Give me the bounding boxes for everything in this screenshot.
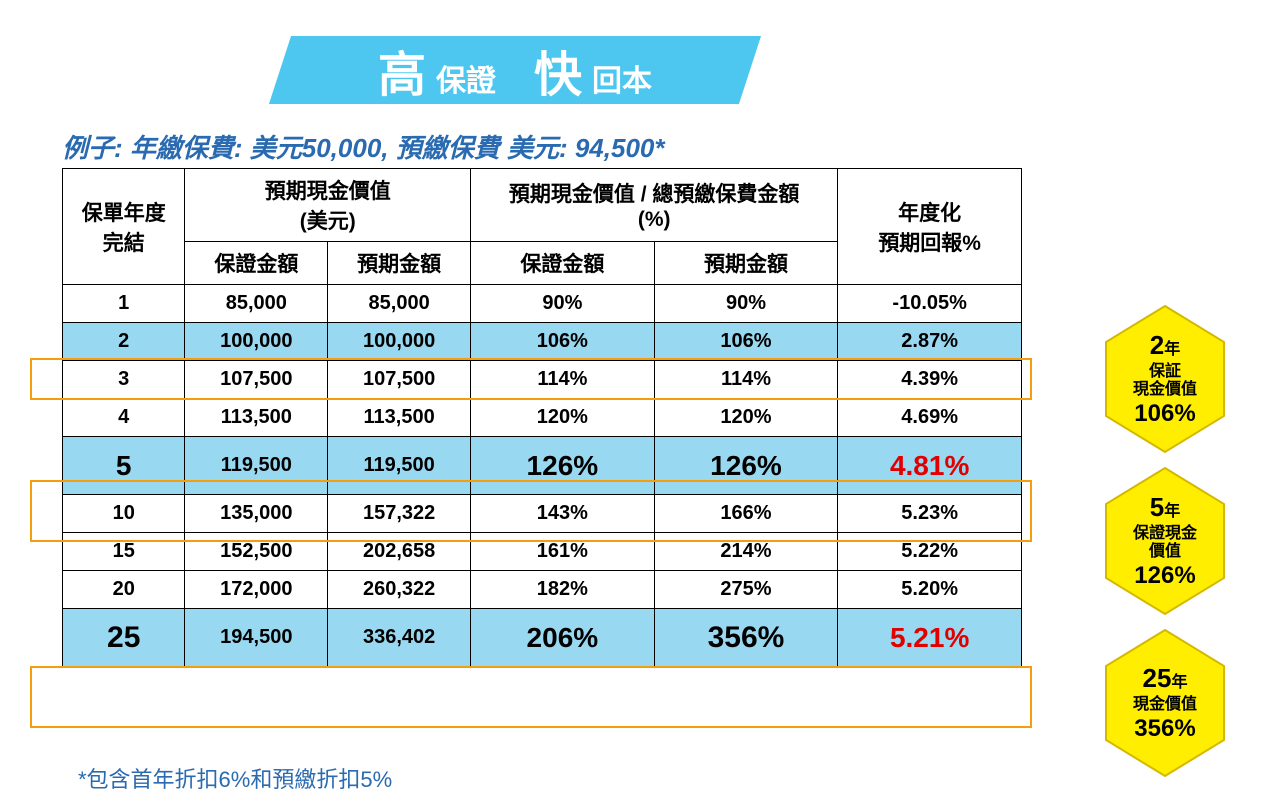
table-cell: 5.20% bbox=[838, 571, 1022, 609]
table-cell: 25 bbox=[63, 609, 185, 667]
table-cell: 202,658 bbox=[328, 533, 471, 571]
table-cell: 4.69% bbox=[838, 399, 1022, 437]
table-cell: 90% bbox=[471, 285, 655, 323]
table-cell: 85,000 bbox=[185, 285, 328, 323]
th-expected-amount-1: 預期金額 bbox=[328, 242, 471, 285]
th-guaranteed-amount-1: 保證金額 bbox=[185, 242, 328, 285]
table-cell: 126% bbox=[654, 437, 838, 495]
table-cell: 275% bbox=[654, 571, 838, 609]
row-highlight-outline bbox=[30, 666, 1032, 728]
table-cell: 5.22% bbox=[838, 533, 1022, 571]
hexagon-text: 25年現金價值356% bbox=[1098, 626, 1232, 780]
title-banner-text: 高 保證 快 回本 bbox=[378, 35, 652, 105]
table-cell: 152,500 bbox=[185, 533, 328, 571]
banner-word-1-small: 保證 bbox=[436, 56, 496, 100]
table-cell: 135,000 bbox=[185, 495, 328, 533]
table-cell: 107,500 bbox=[185, 361, 328, 399]
table-cell: 114% bbox=[654, 361, 838, 399]
banner-word-2-small: 回本 bbox=[592, 56, 652, 100]
callout-hexagon: 2年保証 現金價值106% bbox=[1098, 302, 1232, 456]
data-table-wrap: 保單年度 完結 預期現金價值 (美元) 預期現金價值 / 總預繳保費金額 (%)… bbox=[62, 168, 1022, 667]
table-cell: 2.87% bbox=[838, 323, 1022, 361]
table-cell: 4.81% bbox=[838, 437, 1022, 495]
table-cell: 119,500 bbox=[328, 437, 471, 495]
th-guaranteed-amount-2: 保證金額 bbox=[471, 242, 655, 285]
table-cell: 356% bbox=[654, 609, 838, 667]
table-cell: -10.05% bbox=[838, 285, 1022, 323]
table-cell: 1 bbox=[63, 285, 185, 323]
th-policy-year: 保單年度 完結 bbox=[63, 169, 185, 285]
table-cell: 4.39% bbox=[838, 361, 1022, 399]
table-row: 5119,500119,500126%126%4.81% bbox=[63, 437, 1022, 495]
table-cell: 5.23% bbox=[838, 495, 1022, 533]
data-table: 保單年度 完結 預期現金價值 (美元) 預期現金價值 / 總預繳保費金額 (%)… bbox=[62, 168, 1022, 667]
table-cell: 100,000 bbox=[185, 323, 328, 361]
table-cell: 194,500 bbox=[185, 609, 328, 667]
table-cell: 113,500 bbox=[328, 399, 471, 437]
table-cell: 106% bbox=[654, 323, 838, 361]
table-cell: 126% bbox=[471, 437, 655, 495]
table-cell: 119,500 bbox=[185, 437, 328, 495]
table-cell: 120% bbox=[471, 399, 655, 437]
table-cell: 3 bbox=[63, 361, 185, 399]
table-row: 2100,000100,000106%106%2.87% bbox=[63, 323, 1022, 361]
callout-hexagon: 25年現金價值356% bbox=[1098, 626, 1232, 780]
table-row: 4113,500113,500120%120%4.69% bbox=[63, 399, 1022, 437]
table-cell: 114% bbox=[471, 361, 655, 399]
callout-hexagon: 5年保證現金 價值126% bbox=[1098, 464, 1232, 618]
banner-word-2-big: 快 bbox=[534, 35, 582, 105]
table-row: 185,00085,00090%90%-10.05% bbox=[63, 285, 1022, 323]
table-cell: 10 bbox=[63, 495, 185, 533]
table-cell: 5.21% bbox=[838, 609, 1022, 667]
table-cell: 143% bbox=[471, 495, 655, 533]
table-cell: 15 bbox=[63, 533, 185, 571]
banner-word-1-big: 高 bbox=[378, 35, 426, 105]
th-cash-value-group: 預期現金價值 (美元) bbox=[185, 169, 471, 242]
table-cell: 206% bbox=[471, 609, 655, 667]
table-row: 10135,000157,322143%166%5.23% bbox=[63, 495, 1022, 533]
table-cell: 182% bbox=[471, 571, 655, 609]
table-cell: 336,402 bbox=[328, 609, 471, 667]
table-cell: 157,322 bbox=[328, 495, 471, 533]
table-row: 15152,500202,658161%214%5.22% bbox=[63, 533, 1022, 571]
table-cell: 166% bbox=[654, 495, 838, 533]
hexagon-text: 2年保証 現金價值106% bbox=[1098, 302, 1232, 456]
th-pct-group: 預期現金價值 / 總預繳保費金額 (%) bbox=[471, 169, 838, 242]
table-cell: 20 bbox=[63, 571, 185, 609]
table-cell: 172,000 bbox=[185, 571, 328, 609]
table-row: 20172,000260,322182%275%5.20% bbox=[63, 571, 1022, 609]
table-row: 3107,500107,500114%114%4.39% bbox=[63, 361, 1022, 399]
table-cell: 5 bbox=[63, 437, 185, 495]
table-body: 185,00085,00090%90%-10.05%2100,000100,00… bbox=[63, 285, 1022, 667]
table-cell: 107,500 bbox=[328, 361, 471, 399]
table-cell: 106% bbox=[471, 323, 655, 361]
table-cell: 161% bbox=[471, 533, 655, 571]
th-expected-amount-2: 預期金額 bbox=[654, 242, 838, 285]
table-cell: 113,500 bbox=[185, 399, 328, 437]
table-cell: 214% bbox=[654, 533, 838, 571]
table-cell: 120% bbox=[654, 399, 838, 437]
title-banner: 高 保證 快 回本 bbox=[269, 36, 761, 104]
table-cell: 4 bbox=[63, 399, 185, 437]
example-subtitle: 例子: 年繳保費: 美元50,000, 預繳保費 美元: 94,500* bbox=[62, 128, 664, 165]
table-cell: 90% bbox=[654, 285, 838, 323]
table-row: 25194,500336,402206%356%5.21% bbox=[63, 609, 1022, 667]
footnote: *包含首年折扣6%和預繳折扣5% bbox=[78, 762, 392, 794]
table-cell: 260,322 bbox=[328, 571, 471, 609]
table-cell: 100,000 bbox=[328, 323, 471, 361]
table-cell: 2 bbox=[63, 323, 185, 361]
table-cell: 85,000 bbox=[328, 285, 471, 323]
th-annualized-return: 年度化 預期回報% bbox=[838, 169, 1022, 285]
hexagon-text: 5年保證現金 價值126% bbox=[1098, 464, 1232, 618]
